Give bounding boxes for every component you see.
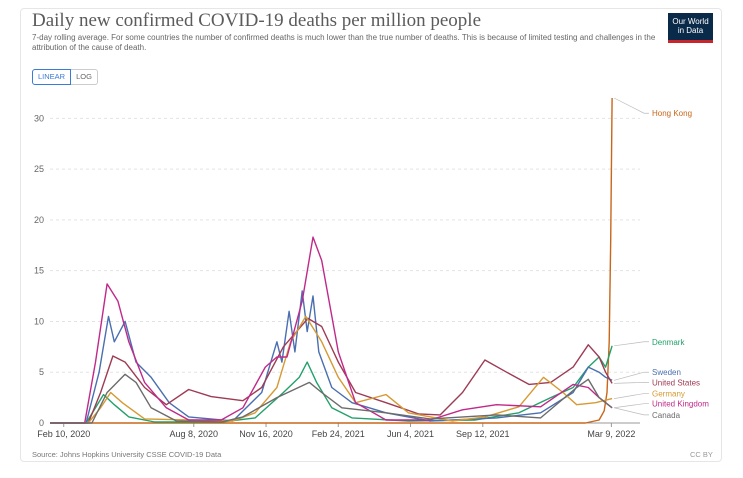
series-label-united-states[interactable]: United States: [652, 378, 700, 387]
label-connector: [614, 341, 649, 347]
license-badge[interactable]: CC BY: [690, 450, 713, 459]
x-tick-label: Feb 10, 2020: [37, 429, 90, 439]
label-connector: [614, 403, 649, 409]
series-line-united-states[interactable]: [50, 317, 613, 424]
series-line-germany[interactable]: [50, 315, 613, 424]
label-connector: [614, 382, 649, 384]
series-line-canada[interactable]: [50, 373, 613, 424]
series-label-germany[interactable]: Germany: [652, 390, 685, 399]
chart-subtitle: 7-day rolling average. For some countrie…: [32, 33, 656, 52]
label-connector: [614, 371, 649, 381]
chart-title: Daily new confirmed COVID-19 deaths per …: [32, 10, 482, 31]
x-tick-label: Aug 8, 2020: [170, 429, 219, 439]
series-label-denmark[interactable]: Denmark: [652, 338, 685, 347]
x-tick-label: Mar 9, 2022: [587, 429, 635, 439]
chart-frame: [20, 8, 722, 462]
series-layer: [50, 97, 613, 424]
series-line-hong-kong[interactable]: [50, 97, 613, 424]
source-note[interactable]: Source: Johns Hopkins University CSSE CO…: [32, 450, 222, 459]
scale-toggle: LINEAR LOG: [32, 69, 98, 85]
series-line-denmark[interactable]: [50, 345, 613, 424]
logo-line-2: in Data: [677, 26, 704, 35]
series-line-sweden[interactable]: [50, 290, 613, 424]
y-tick-label: 30: [34, 113, 44, 123]
y-tick-label: 25: [34, 164, 44, 174]
x-axis: Feb 10, 2020 Aug 8, 2020 Nov 16, 2020 Feb 2…: [37, 422, 640, 439]
label-connector: [614, 407, 649, 416]
x-tick-label: Feb 24, 2021: [312, 429, 365, 439]
y-tick-label: 0: [39, 418, 44, 428]
series-label-hong-kong[interactable]: Hong Kong: [652, 109, 692, 118]
label-connector: [613, 97, 649, 114]
owid-logo[interactable]: Our World in Data: [668, 13, 713, 43]
y-tick-label: 15: [34, 266, 44, 276]
series-label-canada[interactable]: Canada: [652, 411, 681, 420]
x-tick-label: Jun 4, 2021: [387, 429, 434, 439]
y-tick-label: 10: [34, 316, 44, 326]
x-tick-label: Nov 16, 2020: [239, 429, 293, 439]
y-tick-label: 20: [34, 215, 44, 225]
label-connector: [614, 393, 649, 399]
series-line-united-kingdom[interactable]: [50, 236, 613, 424]
logo-line-1: Our World: [672, 17, 709, 26]
series-label-sweden[interactable]: Sweden: [652, 368, 681, 377]
logo-accent-bar: [668, 40, 713, 43]
y-tick-label: 5: [39, 367, 44, 377]
x-tick-label: Sep 12, 2021: [456, 429, 510, 439]
series-label-united-kingdom[interactable]: United Kingdom: [652, 400, 709, 409]
linear-scale-button[interactable]: LINEAR: [32, 69, 72, 85]
log-scale-button[interactable]: LOG: [71, 69, 98, 85]
